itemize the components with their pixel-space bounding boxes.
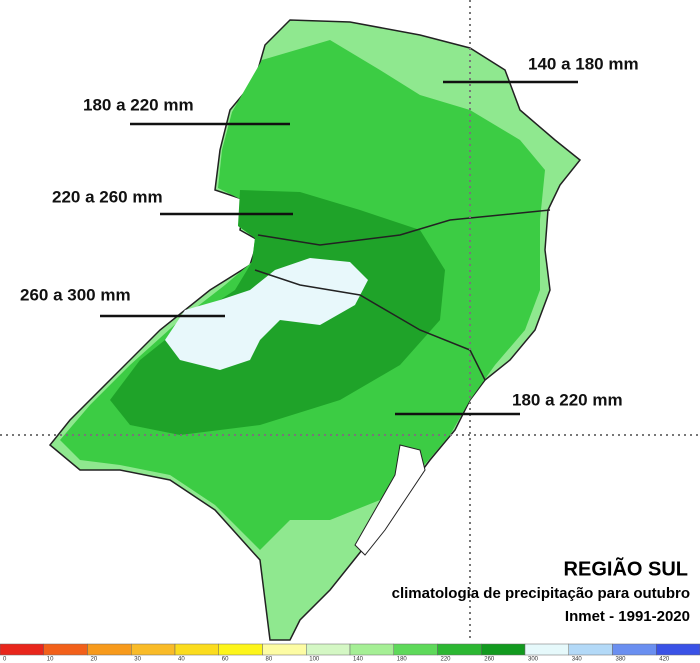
- legend-swatch: [481, 643, 526, 656]
- legend-swatch: [612, 643, 657, 656]
- legend-swatch: [0, 643, 44, 656]
- legend-swatch: [349, 643, 394, 656]
- lagoon: [354, 444, 426, 556]
- legend-tick-label: 140: [353, 657, 364, 663]
- legend-swatch: [393, 643, 438, 656]
- range-label: 180 a 220 mm: [83, 95, 194, 114]
- legend-tick-label: 30: [134, 657, 141, 663]
- state-border: [257, 209, 551, 246]
- legend-swatch: [568, 643, 613, 656]
- legend-tick-label: 40: [178, 657, 185, 663]
- range-label: 260 a 300 mm: [20, 285, 131, 304]
- legend-tick-label: 180: [397, 657, 408, 663]
- legend-tick-label: 380: [616, 657, 627, 663]
- legend-tick-label: 420: [659, 657, 670, 663]
- map-shapes: [0, 0, 700, 641]
- legend-tick-label: 60: [222, 657, 229, 663]
- legend-swatch: [262, 643, 307, 656]
- legend-tick-label: 100: [309, 657, 320, 663]
- legend-tick-label: 20: [91, 657, 98, 663]
- map-title: REGIÃO SUL: [564, 557, 688, 580]
- legend-swatch: [87, 643, 132, 656]
- legend-tick-label: 220: [441, 657, 452, 663]
- range-label: 220 a 260 mm: [52, 187, 163, 206]
- legend-swatch: [218, 643, 263, 656]
- region-cyan: [165, 258, 368, 370]
- legend-swatch: [131, 643, 176, 656]
- legend-swatch: [524, 643, 569, 656]
- range-label: 180 a 220 mm: [512, 390, 623, 409]
- range-label: 140 a 180 mm: [528, 54, 639, 73]
- color-legend: 0 10 20 30 40 60 80 100 140 180 220 260 300 340 380 420: [0, 643, 700, 663]
- legend-swatch: [656, 643, 700, 656]
- legend-tick-label: 10: [47, 657, 54, 663]
- legend-tick-label: 80: [266, 657, 273, 663]
- annotations: 140 a 180 mm 180 a 220 mm 220 a 260 mm 2…: [20, 54, 690, 624]
- map-subtitle: climatologia de precipitação para outubr…: [392, 585, 690, 602]
- state-border: [254, 269, 486, 381]
- legend-tick-label: 300: [528, 657, 539, 663]
- legend-tick-label: 0: [3, 657, 7, 663]
- legend-tick-label: 340: [572, 657, 583, 663]
- legend-tick-label: 260: [484, 657, 495, 663]
- legend-swatch: [43, 643, 88, 656]
- legend-swatch: [306, 643, 351, 656]
- legend-swatch: [437, 643, 482, 656]
- legend-swatch: [174, 643, 219, 656]
- map-source: Inmet - 1991-2020: [565, 608, 690, 625]
